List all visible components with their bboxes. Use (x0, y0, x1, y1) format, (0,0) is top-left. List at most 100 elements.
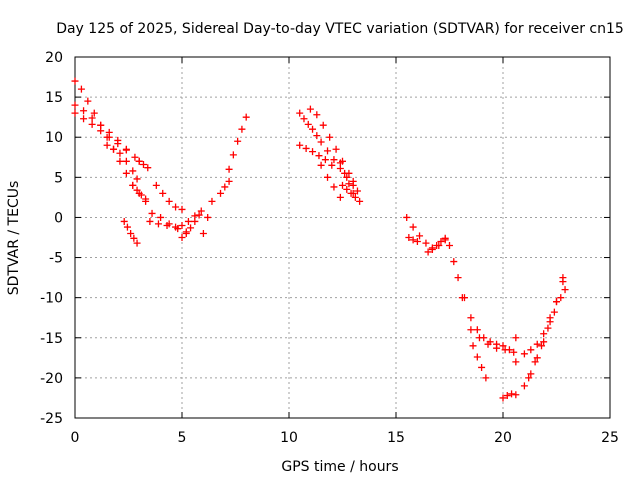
data-point (199, 229, 207, 237)
data-point (71, 101, 79, 109)
data-point (433, 242, 441, 250)
data-point (130, 234, 138, 242)
data-point (424, 248, 432, 256)
data-point (467, 314, 475, 322)
data-point (129, 167, 137, 175)
data-point (422, 239, 430, 247)
data-point (317, 138, 325, 146)
data-point (80, 107, 88, 115)
data-point (139, 160, 147, 168)
data-point (405, 234, 413, 241)
data-point (120, 217, 128, 225)
data-point (187, 224, 195, 232)
data-point (336, 159, 344, 167)
data-point (225, 177, 233, 185)
data-point (204, 213, 212, 221)
data-point (116, 149, 124, 157)
data-point (90, 109, 98, 117)
data-point (208, 197, 216, 205)
data-point (533, 340, 541, 348)
data-point (182, 229, 190, 237)
data-point (499, 342, 507, 350)
data-point (343, 173, 351, 181)
y-tick-label: 20 (45, 50, 63, 66)
data-point (409, 236, 417, 244)
data-point (349, 189, 357, 197)
data-point (123, 223, 131, 231)
data-point (499, 394, 507, 402)
plot-frame (74, 56, 611, 419)
data-point (349, 177, 357, 185)
data-point (341, 169, 349, 177)
data-point (110, 145, 118, 153)
data-point (503, 392, 511, 400)
data-point (191, 217, 199, 225)
data-point (561, 286, 569, 294)
data-point (482, 374, 490, 382)
data-point (148, 209, 156, 217)
data-point (473, 326, 481, 334)
data-point (345, 180, 353, 188)
y-tick-label: -20 (40, 371, 63, 387)
data-point (238, 125, 246, 133)
data-point (473, 353, 481, 361)
data-point (326, 133, 334, 141)
data-point (302, 144, 310, 152)
data-point (159, 189, 167, 197)
data-point (460, 294, 468, 302)
data-point (478, 363, 486, 371)
data-point (221, 183, 229, 191)
data-point (174, 225, 182, 233)
data-point (178, 221, 186, 229)
data-point (225, 165, 233, 173)
data-point (450, 258, 458, 266)
data-point (306, 105, 314, 113)
data-point (178, 234, 186, 241)
data-point (525, 374, 533, 382)
data-point (520, 382, 528, 390)
data-point (351, 193, 359, 201)
data-point (533, 354, 541, 362)
data-point (77, 85, 85, 93)
x-tick-label: 10 (280, 430, 298, 446)
data-point (328, 161, 336, 169)
data-point (304, 120, 312, 128)
data-point (336, 193, 344, 201)
data-point (172, 203, 180, 211)
data-point (343, 185, 351, 193)
data-point (144, 164, 152, 172)
data-point (315, 152, 323, 160)
data-point (353, 187, 361, 195)
y-tick-label: 0 (54, 210, 63, 226)
data-point (484, 340, 492, 348)
data-point (296, 109, 304, 117)
data-point (454, 274, 462, 282)
data-point (157, 213, 165, 221)
x-tick-label: 0 (71, 430, 80, 446)
y-tick-label: 10 (45, 130, 63, 146)
data-point (550, 308, 558, 316)
data-point (234, 137, 242, 145)
data-point (527, 370, 535, 378)
data-point (217, 189, 225, 197)
data-point (184, 217, 192, 225)
data-point (319, 121, 327, 129)
data-point (317, 161, 325, 169)
data-point (416, 232, 424, 240)
data-point (71, 77, 79, 85)
data-point (540, 338, 548, 346)
data-point (437, 238, 445, 246)
data-point (428, 246, 436, 254)
x-tick-label: 25 (601, 430, 619, 446)
data-point (152, 181, 160, 189)
data-point (195, 211, 203, 219)
data-point (71, 109, 79, 117)
data-point (122, 146, 130, 154)
data-point (324, 147, 332, 155)
data-point (146, 217, 154, 225)
tick-layer: 0 5 10 15 20 25 -25 -20 -15 -10 -5 0 5 10 15 20 (40, 50, 619, 446)
data-point (154, 220, 162, 228)
data-point (103, 141, 111, 149)
data-point (520, 350, 528, 358)
